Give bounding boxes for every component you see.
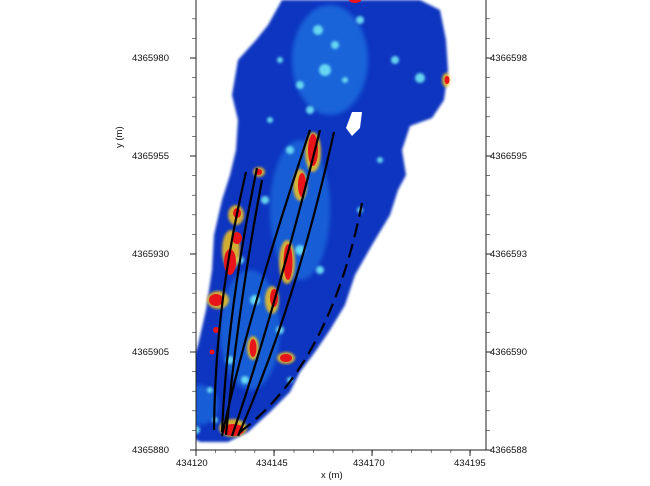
x-tick-label: 434170 [353,458,385,469]
y-axis-title: y (m) [114,126,125,148]
light-speckles [196,16,425,434]
x-tick-label: 434120 [176,458,208,469]
trace-line [220,167,259,433]
left-y-tick-labels: 4365880 4365905 4365930 4365955 4365980 [132,53,169,456]
x-axis-title: x (m) [321,470,343,481]
minor-ticks [192,18,490,453]
footprint-gap [346,112,362,136]
right-y-tick-label: 4366595 [490,151,527,162]
trace-line [230,129,322,437]
trace-line [236,131,336,437]
dashed-trace-line [239,202,364,433]
right-y-tick-label: 4366593 [490,249,527,260]
right-y-tick-labels: 4366588 4366590 4366593 4366595 4366598 [490,53,527,456]
x-tick-labels: 434120 434145 434170 434195 [176,458,486,469]
trace-line [212,171,248,431]
right-y-tick-label: 4366588 [490,445,527,456]
y-tick-label: 4365930 [132,249,169,260]
trace-line [220,129,312,437]
y-tick-label: 4365955 [132,151,169,162]
mid-zone [196,385,218,425]
interpreted-lines [212,129,364,437]
x-tick-label: 434145 [256,458,288,469]
mid-zone [292,5,368,115]
y-tick-label: 4365880 [132,445,169,456]
right-y-tick-label: 4366598 [490,53,527,64]
y-tick-label: 4365905 [132,347,169,358]
x-tick-label: 434195 [454,458,486,469]
intensity-field [196,0,450,442]
right-y-tick-label: 4366590 [490,347,527,358]
plot-frame [195,0,487,451]
y-tick-label: 4365980 [132,53,169,64]
